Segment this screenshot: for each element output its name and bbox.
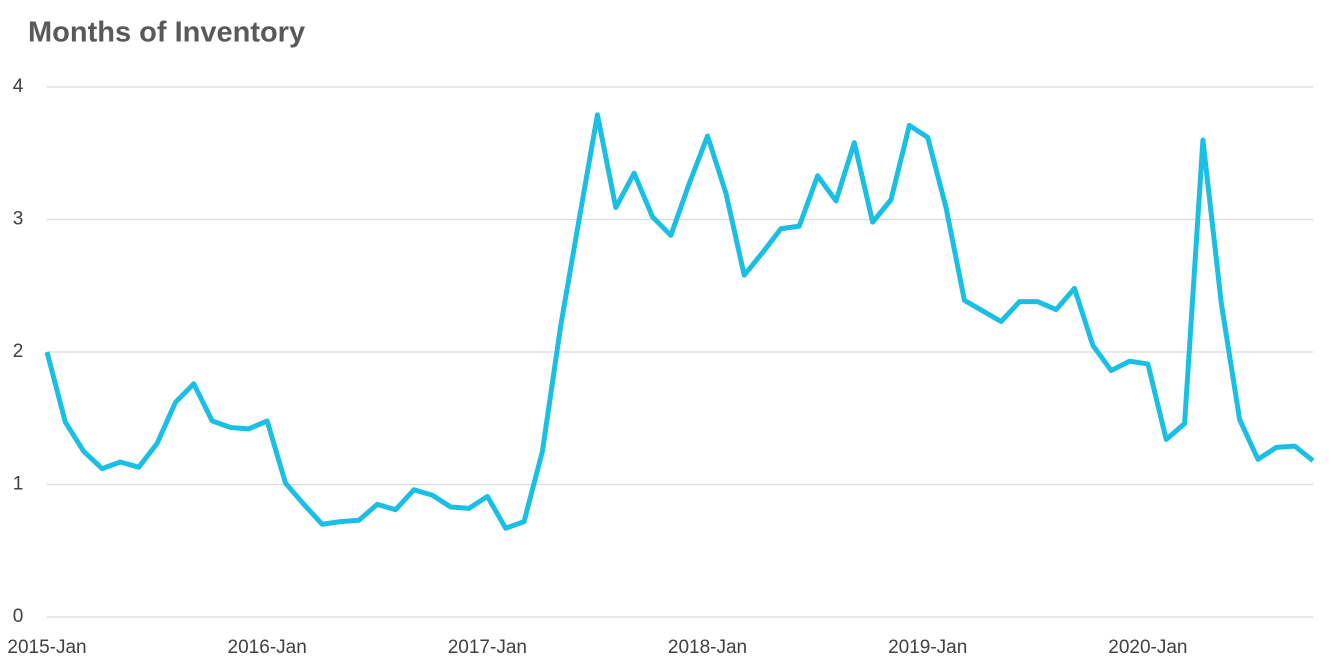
chart-title: Months of Inventory	[28, 17, 305, 49]
x-tick-label: 2017-Jan	[448, 637, 527, 658]
x-tick-label: 2018-Jan	[668, 637, 747, 658]
y-tick-label: 3	[13, 209, 24, 230]
x-tick-label: 2016-Jan	[228, 637, 307, 658]
y-tick-label: 4	[13, 76, 24, 97]
x-tick-label: 2019-Jan	[888, 637, 967, 658]
y-tick-label: 0	[13, 606, 24, 627]
x-tick-label: 2020-Jan	[1108, 637, 1187, 658]
x-tick-label: 2015-Jan	[7, 637, 86, 658]
y-tick-label: 1	[13, 474, 24, 495]
y-tick-label: 2	[13, 341, 24, 362]
data-line	[44, 112, 1315, 531]
